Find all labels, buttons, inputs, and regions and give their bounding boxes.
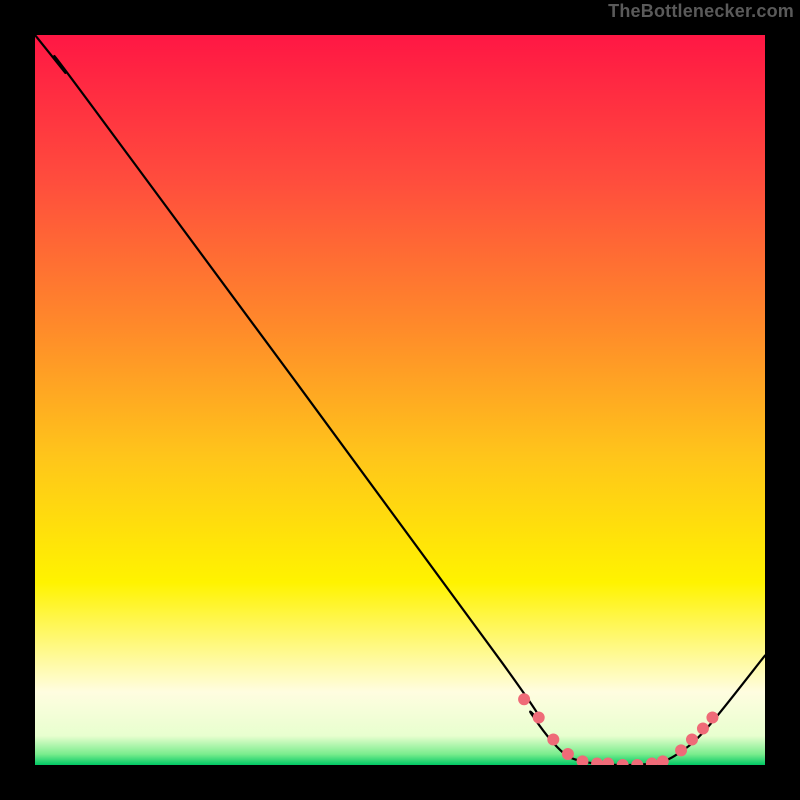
marker-point [548, 734, 559, 745]
marker-point [676, 745, 687, 756]
chart-container: TheBottlenecker.com [0, 0, 800, 800]
marker-point [707, 712, 718, 723]
plot-background [35, 35, 765, 765]
marker-point [533, 712, 544, 723]
marker-point [632, 760, 643, 771]
plot-svg [0, 0, 800, 800]
marker-point [697, 723, 708, 734]
watermark-label: TheBottlenecker.com [608, 1, 794, 22]
marker-point [617, 760, 628, 771]
marker-point [603, 758, 614, 769]
marker-point [577, 756, 588, 767]
marker-point [519, 694, 530, 705]
marker-point [687, 734, 698, 745]
marker-point [592, 758, 603, 769]
marker-point [646, 758, 657, 769]
marker-point [562, 749, 573, 760]
marker-point [657, 756, 668, 767]
